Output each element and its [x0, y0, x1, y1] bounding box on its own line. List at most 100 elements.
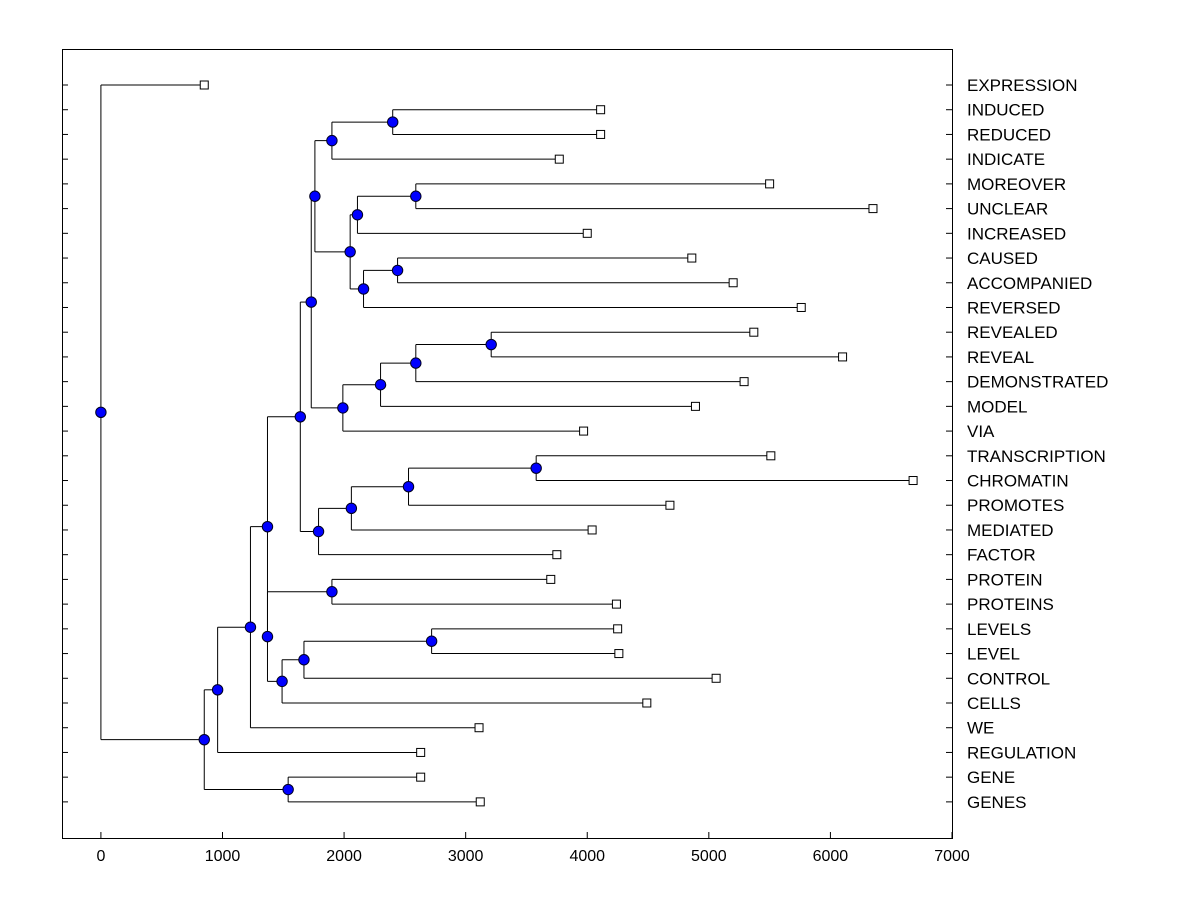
merge-node [312, 525, 325, 538]
merge-node [282, 783, 294, 796]
leaf-marker [868, 204, 878, 214]
leaf-marker [596, 129, 606, 139]
leaf-label: MOREOVER [967, 175, 1066, 194]
leaf-marker [587, 525, 597, 535]
leaf-marker [766, 451, 776, 461]
merge-node [345, 502, 358, 515]
left-tick-marks [62, 84, 68, 803]
leaf-label: CELLS [967, 694, 1021, 713]
merge-node [244, 621, 257, 633]
right-tick-marks [946, 84, 952, 803]
leaf-label: REVEAL [967, 348, 1034, 367]
merge-node [298, 654, 310, 666]
leaf-marker [739, 377, 749, 387]
leaf-marker [613, 624, 623, 634]
leaf-marker [728, 278, 738, 288]
leaf-marker [765, 179, 775, 189]
leaf-label: REVEALED [967, 323, 1058, 342]
leaf-label: INCREASED [967, 224, 1066, 243]
merge-node [425, 635, 438, 647]
merge-node [211, 684, 224, 696]
merge-node [410, 190, 422, 202]
merge-node [305, 296, 317, 308]
dendrogram-links [100, 84, 914, 803]
merge-node [387, 116, 399, 128]
merge-node [357, 283, 370, 295]
leaf-label: EXPRESSION [967, 76, 1078, 95]
leaf-marker [552, 550, 562, 560]
merge-node [351, 209, 364, 221]
leaf-label: REVERSED [967, 298, 1061, 317]
leaf-label: MODEL [967, 397, 1027, 416]
leaf-label: CHROMATIN [967, 472, 1069, 491]
leaf-label: FACTOR [967, 546, 1036, 565]
merge-node [410, 357, 422, 369]
leaf-marker [416, 772, 426, 782]
leaf-marker [908, 476, 918, 486]
leaf-markers [199, 80, 918, 807]
leaf-label: CAUSED [967, 249, 1038, 268]
leaf-label: LEVEL [967, 645, 1020, 664]
leaf-marker [687, 253, 697, 263]
merge-node [374, 379, 387, 391]
leaf-marker [838, 352, 848, 362]
leaf-label: TRANSCRIPTION [967, 447, 1106, 466]
leaf-marker [474, 723, 484, 733]
merge-node [261, 630, 274, 643]
leaf-label: PROMOTES [967, 496, 1064, 515]
merge-node [261, 520, 274, 533]
leaf-label: GENE [967, 768, 1015, 787]
leaf-labels: EXPRESSION INDUCED REDUCED INDICATE MOREOVER… [967, 76, 1108, 812]
merge-node [326, 586, 338, 598]
plot-frame [62, 49, 953, 839]
leaf-marker [579, 426, 589, 436]
leaf-marker [546, 574, 556, 584]
leaf-marker [690, 401, 700, 411]
merge-node [337, 402, 349, 414]
leaf-label: MEDIATED [967, 521, 1054, 540]
merge-nodes [95, 116, 542, 796]
x-tick-label: 1000 [205, 848, 241, 865]
merge-node [326, 134, 338, 147]
merge-node [485, 338, 497, 351]
merge-node [95, 406, 107, 419]
x-tick-label: 6000 [813, 848, 849, 865]
leaf-marker [596, 105, 606, 115]
x-tick-label: 4000 [569, 848, 605, 865]
leaf-label: REDUCED [967, 125, 1051, 144]
leaf-label: ACCOMPANIED [967, 274, 1092, 293]
leaf-marker [611, 599, 621, 609]
leaf-marker [642, 698, 652, 708]
x-tick-label: 0 [96, 848, 105, 865]
leaf-label: UNCLEAR [967, 200, 1048, 219]
x-tick-label: 7000 [934, 848, 970, 865]
leaf-marker [475, 797, 485, 807]
leaf-label: PROTEINS [967, 595, 1054, 614]
merge-node [344, 246, 356, 258]
leaf-label: PROTEIN [967, 570, 1043, 589]
merge-node [198, 733, 210, 746]
merge-node [391, 264, 404, 277]
merge-node [276, 675, 288, 688]
leaf-label: CONTROL [967, 669, 1050, 688]
x-tick-label: 2000 [326, 848, 362, 865]
leaf-label: INDICATE [967, 150, 1045, 169]
merge-node [294, 411, 307, 423]
leaf-marker [199, 80, 209, 90]
merge-node [309, 190, 321, 202]
x-axis: 0 1000 2000 3000 4000 5000 6000 7000 [96, 832, 970, 865]
leaf-marker [614, 649, 624, 659]
x-tick-label: 3000 [448, 848, 484, 865]
leaf-label: GENES [967, 793, 1027, 812]
merge-node [530, 462, 542, 474]
x-tick-label: 5000 [691, 848, 727, 865]
leaf-label: VIA [967, 422, 995, 441]
leaf-marker [554, 154, 564, 164]
merge-node [402, 481, 415, 493]
leaf-label: WE [967, 719, 994, 738]
leaf-marker [711, 673, 721, 683]
leaf-label: REGULATION [967, 743, 1076, 762]
leaf-label: DEMONSTRATED [967, 373, 1108, 392]
leaf-marker [582, 228, 592, 238]
